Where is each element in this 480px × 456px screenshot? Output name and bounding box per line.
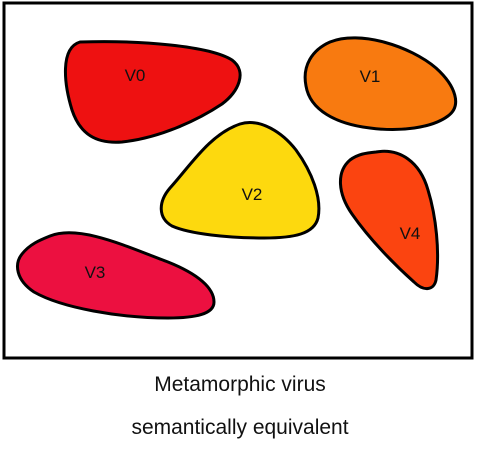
variant-v3-shape [16, 231, 216, 320]
variant-v1-shape [303, 36, 458, 131]
caption-line-1: Metamorphic virus [154, 373, 326, 396]
variant-v0-shape [64, 40, 242, 144]
variant-v0-label: V0 [125, 66, 146, 85]
variant-v2-shape [159, 121, 321, 240]
variant-v1-label: V1 [360, 67, 381, 86]
variant-v4-label: V4 [400, 224, 421, 243]
caption-line-2: semantically equivalent [131, 416, 349, 439]
variant-v4-shape [338, 149, 440, 290]
variant-v3-label: V3 [85, 263, 106, 282]
variant-v2-label: V2 [242, 185, 263, 204]
